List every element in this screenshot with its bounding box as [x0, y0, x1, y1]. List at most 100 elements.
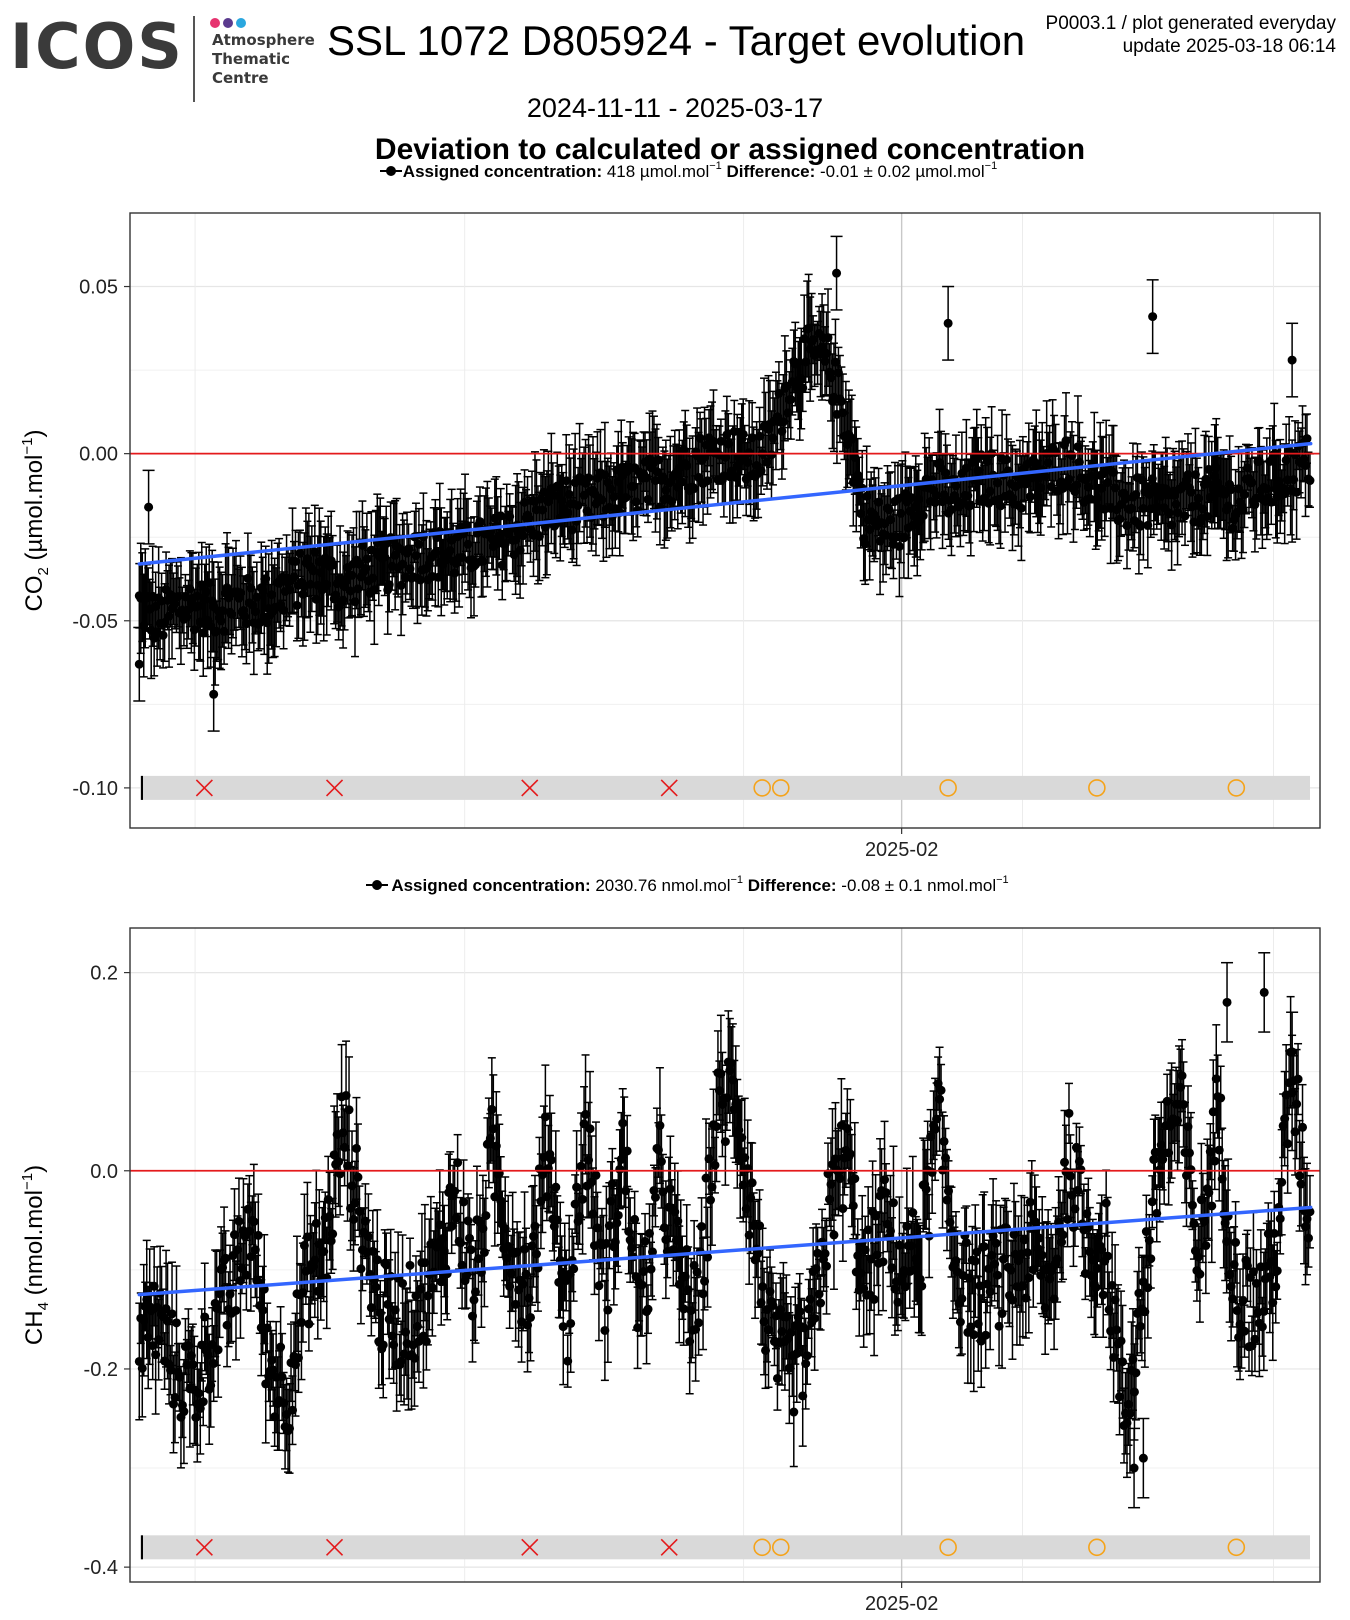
data-point — [609, 492, 619, 502]
data-point — [267, 1355, 277, 1365]
data-point — [603, 1305, 613, 1315]
data-point — [161, 1304, 171, 1314]
data-point — [225, 1289, 235, 1299]
logo-line: Centre — [212, 69, 269, 87]
data-point — [1302, 434, 1312, 444]
data-point — [584, 473, 594, 483]
event-cross — [195, 779, 213, 797]
data-point — [531, 1249, 541, 1259]
data-point — [1305, 476, 1315, 486]
data-point — [646, 1264, 656, 1274]
ch4-panel: Assigned concentration: 2030.76 nmol.mol… — [19, 874, 1321, 1615]
data-point — [894, 541, 904, 551]
data-point — [276, 1342, 286, 1352]
icos-logo: ICOS Atmosphere Thematic Centre — [0, 0, 320, 110]
data-point — [344, 1105, 354, 1115]
event-circle — [1227, 779, 1246, 797]
data-point — [585, 1124, 595, 1134]
data-point — [836, 396, 846, 406]
data-point — [694, 1318, 704, 1328]
data-point — [188, 1360, 198, 1370]
data-point — [618, 1118, 628, 1128]
data-point — [594, 1281, 604, 1291]
data-point — [258, 1305, 268, 1315]
data-point — [1025, 492, 1035, 502]
event-circle — [939, 779, 957, 797]
data-point-outlier — [1287, 355, 1297, 365]
data-point — [579, 1119, 589, 1129]
logo-subtitle: Atmosphere Thematic Centre — [212, 31, 315, 88]
data-point — [665, 1184, 675, 1194]
data-point — [253, 1230, 263, 1240]
logo-line: Atmosphere — [212, 31, 315, 49]
logo-line: Thematic — [212, 50, 291, 68]
data-point-outlier — [832, 268, 842, 278]
data-point — [378, 1340, 388, 1350]
data-point — [520, 1244, 530, 1254]
data-point-outlier — [134, 659, 144, 669]
event-cross — [325, 779, 344, 797]
data-point — [487, 1104, 497, 1114]
data-point — [221, 1253, 231, 1263]
data-point — [615, 1164, 625, 1174]
legend-key-dot — [386, 166, 396, 176]
legend-text: Assigned concentration: 418 µmol.mol−1 D… — [403, 160, 997, 181]
data-point — [551, 1182, 561, 1192]
data-point — [348, 1214, 358, 1224]
data-point — [213, 1345, 223, 1355]
data-point — [234, 1216, 244, 1226]
data-point — [1016, 503, 1026, 513]
data-point-outlier — [209, 689, 219, 699]
data-points — [134, 952, 1315, 1509]
data-point — [158, 630, 168, 640]
data-point — [697, 1222, 707, 1232]
co2-panel: Assigned concentration: 418 µmol.mol−1 D… — [19, 160, 1321, 861]
data-point — [469, 1295, 479, 1305]
data-point — [705, 1195, 715, 1205]
data-point — [753, 1248, 763, 1258]
event-band — [140, 1535, 1310, 1560]
data-point — [353, 1172, 363, 1182]
event-cross — [521, 779, 539, 797]
data-point — [613, 1210, 623, 1220]
data-point-outlier — [144, 502, 154, 512]
logo-wordmark: ICOS — [10, 10, 184, 83]
data-point — [198, 1397, 208, 1407]
event-circle — [1227, 1538, 1246, 1557]
logo-dot — [210, 18, 220, 28]
data-point — [698, 1289, 708, 1299]
date-range: 2024-11-11 - 2025-03-17 — [526, 93, 824, 123]
data-point — [167, 1309, 177, 1319]
data-point — [351, 1143, 361, 1153]
event-circle — [1088, 779, 1106, 797]
data-point — [481, 1211, 491, 1221]
data-point — [612, 1218, 622, 1228]
data-point — [421, 1336, 431, 1346]
y-tick-label: 0.05 — [79, 277, 118, 299]
data-point — [738, 429, 748, 439]
data-point — [786, 395, 796, 405]
event-circle — [771, 779, 790, 797]
data-point — [566, 1318, 576, 1328]
data-point — [918, 511, 928, 521]
data-point — [576, 1161, 586, 1171]
data-point — [758, 1282, 768, 1292]
legend-key-dot — [372, 880, 382, 890]
data-point — [326, 1236, 336, 1246]
data-point — [569, 1264, 579, 1274]
data-point — [647, 1247, 657, 1257]
data-point-outlier — [1148, 312, 1158, 322]
meta-line-2: update 2025-03-18 06:14 — [1122, 36, 1336, 57]
chart-subtitle: Deviation to calculated or assigned conc… — [374, 133, 1086, 166]
data-points — [133, 235, 1315, 732]
data-point — [137, 1363, 147, 1373]
data-point — [766, 450, 776, 460]
event-cross — [325, 1538, 344, 1556]
data-point — [362, 554, 372, 564]
data-point — [169, 1399, 179, 1409]
data-point — [586, 1177, 596, 1187]
event-circle — [771, 1538, 790, 1557]
data-point-outlier — [943, 318, 953, 328]
data-point — [546, 1155, 556, 1165]
